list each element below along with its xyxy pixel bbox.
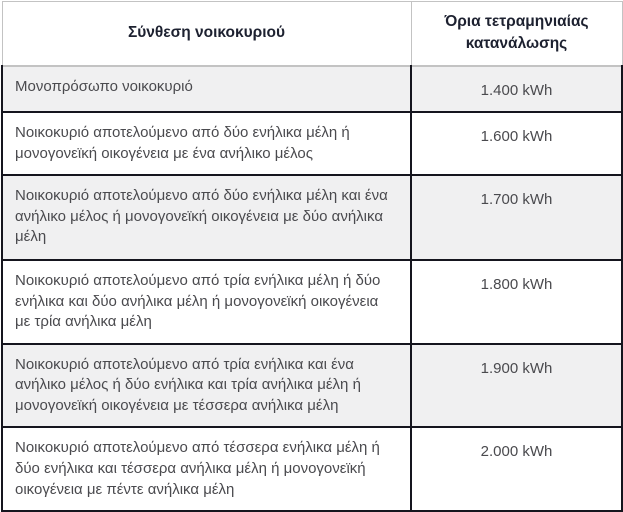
table-row: Νοικοκυριό αποτελούμενο από δύο ενήλικα …: [1, 111, 623, 177]
composition-cell: Νοικοκυριό αποτελούμενο από τρία ενήλικα…: [1, 259, 412, 345]
table-row: Νοικοκυριό αποτελούμενο από τρία ενήλικα…: [1, 259, 623, 345]
limit-cell: 1.600 kWh: [410, 111, 623, 177]
composition-cell: Νοικοκυριό αποτελούμενο από δύο ενήλικα …: [1, 174, 412, 262]
table-row: Νοικοκυριό αποτελούμενο από τρία ενήλικα…: [1, 342, 623, 429]
table-header: Σύνθεση νοικοκυριού Όρια τετραμηνιαίας κ…: [1, 1, 623, 66]
limit-cell: 1.400 kWh: [410, 64, 623, 114]
limit-cell: 1.700 kWh: [410, 174, 623, 262]
composition-cell: Μονοπρόσωπο νοικοκυριό: [1, 64, 412, 114]
limit-cell: 1.900 kWh: [410, 342, 623, 429]
table-row: Νοικοκυριό αποτελούμενο από δύο ενήλικα …: [1, 174, 623, 262]
header-row: Σύνθεση νοικοκυριού Όρια τετραμηνιαίας κ…: [1, 1, 623, 66]
header-composition: Σύνθεση νοικοκυριού: [1, 1, 412, 66]
composition-cell: Νοικοκυριό αποτελούμενο από τρία ενήλικα…: [1, 342, 412, 429]
limit-cell: 2.000 kWh: [410, 426, 623, 512]
header-consumption-limit: Όρια τετραμηνιαίας κατανάλωσης: [410, 1, 623, 66]
table-row: Νοικοκυριό αποτελούμενο από τέσσερα ενήλ…: [1, 426, 623, 512]
composition-cell: Νοικοκυριό αποτελούμενο από δύο ενήλικα …: [1, 111, 412, 177]
composition-cell: Νοικοκυριό αποτελούμενο από τέσσερα ενήλ…: [1, 426, 412, 512]
limit-cell: 1.800 kWh: [410, 259, 623, 345]
table-body: Μονοπρόσωπο νοικοκυριό 1.400 kWh Νοικοκυ…: [1, 64, 623, 512]
table-row: Μονοπρόσωπο νοικοκυριό 1.400 kWh: [1, 64, 623, 114]
